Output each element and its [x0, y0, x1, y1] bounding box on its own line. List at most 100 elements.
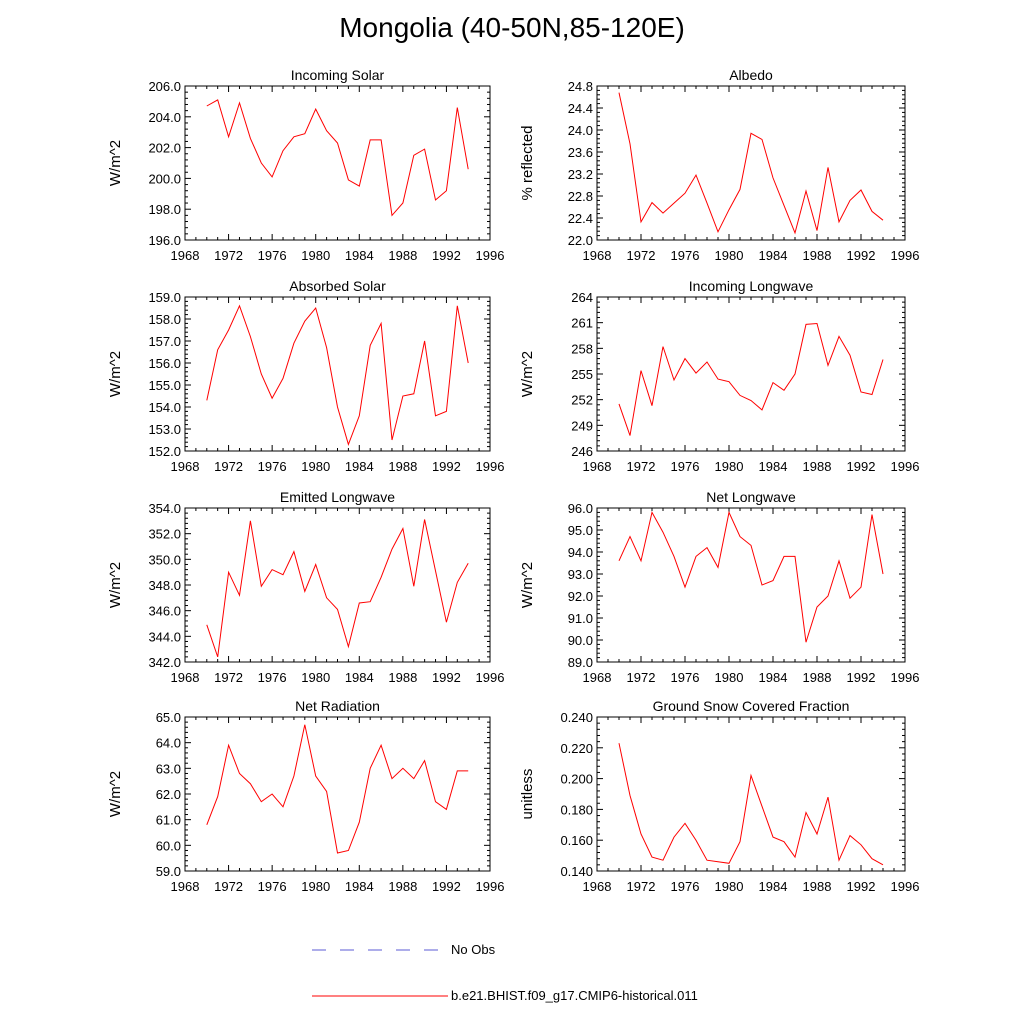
- y-tick-label: 65.0: [156, 710, 181, 725]
- y-tick-label: 22.0: [568, 233, 593, 248]
- x-tick-label: 1996: [476, 879, 505, 894]
- panel-7: Net Radiation W/m^2 1968 1972 1976 1980 1984 19…: [107, 698, 504, 894]
- panel-title: Ground Snow Covered Fraction: [653, 698, 850, 714]
- x-tick-label: 1968: [583, 879, 612, 894]
- y-tick-label: 92.0: [568, 589, 593, 604]
- y-tick-label: 249: [571, 418, 593, 433]
- x-tick-label: 1972: [627, 459, 656, 474]
- legend-obs: No Obs: [0, 940, 1024, 960]
- y-tick-label: 159.0: [148, 290, 181, 305]
- x-tick-label: 1996: [891, 670, 920, 685]
- x-tick-label: 1968: [171, 879, 200, 894]
- x-tick-label: 1968: [583, 248, 612, 263]
- y-tick-label: 90.0: [568, 633, 593, 648]
- y-tick-label: 22.8: [568, 189, 593, 204]
- panel-title: Net Longwave: [706, 489, 796, 505]
- x-tick-label: 1988: [388, 248, 417, 263]
- y-tick-label: 96.0: [568, 501, 593, 516]
- legend-obs-swatch: [312, 949, 448, 951]
- y-tick-label: 63.0: [156, 761, 181, 776]
- legend-model: b.e21.BHIST.f09_g17.CMIP6-historical.011: [0, 986, 1024, 1006]
- x-tick-label: 1980: [715, 459, 744, 474]
- legend-model-label: b.e21.BHIST.f09_g17.CMIP6-historical.011: [451, 988, 698, 1003]
- y-tick-label: 0.180: [560, 802, 593, 817]
- y-tick-label: 344.0: [148, 629, 181, 644]
- y-tick-label: 354.0: [148, 501, 181, 516]
- y-tick-label: 154.0: [148, 400, 181, 415]
- panel-title: Incoming Solar: [291, 67, 385, 83]
- plot-frame: [596, 716, 906, 872]
- figure-title: Mongolia (40-50N,85-120E): [339, 12, 685, 43]
- x-tick-label: 1972: [214, 879, 243, 894]
- x-tick-label: 1992: [847, 670, 876, 685]
- y-tick-label: 264: [571, 290, 593, 305]
- y-tick-label: 22.4: [568, 211, 593, 226]
- panel-title: Absorbed Solar: [289, 278, 386, 294]
- panel-title: Albedo: [729, 67, 773, 83]
- y-tick-label: 342.0: [148, 655, 181, 670]
- x-tick-label: 1976: [258, 248, 287, 263]
- y-axis-label: W/m^2: [519, 562, 536, 608]
- x-tick-label: 1980: [301, 879, 330, 894]
- y-tick-label: 95.0: [568, 523, 593, 538]
- x-tick-label: 1976: [258, 670, 287, 685]
- series-line: [618, 743, 884, 866]
- y-axis-label: W/m^2: [107, 351, 124, 397]
- panel-title: Emitted Longwave: [280, 489, 395, 505]
- y-tick-label: 91.0: [568, 611, 593, 626]
- y-tick-label: 352.0: [148, 527, 181, 542]
- x-tick-label: 1968: [171, 670, 200, 685]
- x-tick-label: 1972: [627, 879, 656, 894]
- x-tick-label: 1988: [803, 248, 832, 263]
- y-tick-label: 252: [571, 393, 593, 408]
- y-tick-label: 157.0: [148, 334, 181, 349]
- series-line: [618, 510, 884, 643]
- series-line: [206, 724, 469, 854]
- plot-frame: [184, 716, 491, 872]
- x-tick-label: 1968: [171, 459, 200, 474]
- x-tick-label: 1976: [671, 248, 700, 263]
- plot-frame: [184, 507, 491, 663]
- y-tick-label: 23.6: [568, 145, 593, 160]
- y-tick-label: 0.140: [560, 864, 593, 879]
- y-tick-label: 61.0: [156, 813, 181, 828]
- x-tick-label: 1972: [627, 248, 656, 263]
- y-tick-label: 204.0: [148, 110, 181, 125]
- x-tick-label: 1992: [847, 248, 876, 263]
- panel-1: Incoming Solar W/m^2 1968 1972 1976 1980 1984 1…: [107, 67, 504, 263]
- y-axis-label: W/m^2: [107, 140, 124, 186]
- series-line: [618, 322, 884, 436]
- x-tick-label: 1988: [388, 459, 417, 474]
- x-tick-label: 1980: [715, 879, 744, 894]
- y-tick-label: 261: [571, 316, 593, 331]
- y-tick-label: 0.200: [560, 772, 593, 787]
- y-tick-label: 93.0: [568, 567, 593, 582]
- y-tick-label: 59.0: [156, 864, 181, 879]
- x-tick-label: 1976: [258, 459, 287, 474]
- plot-frame: [596, 507, 906, 663]
- y-tick-label: 0.220: [560, 741, 593, 756]
- y-axis-label: W/m^2: [519, 351, 536, 397]
- y-tick-label: 346.0: [148, 604, 181, 619]
- y-tick-label: 0.240: [560, 710, 593, 725]
- x-tick-label: 1992: [847, 459, 876, 474]
- panel-4: Incoming Longwave W/m^2 1968 1972 1976 1980 19…: [519, 278, 919, 474]
- y-axis-label: % reflected: [519, 125, 536, 200]
- x-tick-label: 1976: [671, 879, 700, 894]
- y-tick-label: 89.0: [568, 655, 593, 670]
- legend-model-swatch: [312, 995, 448, 997]
- plot-frame: [596, 85, 906, 241]
- x-tick-label: 1988: [803, 670, 832, 685]
- x-tick-label: 1984: [345, 670, 374, 685]
- y-tick-label: 258: [571, 341, 593, 356]
- y-tick-label: 198.0: [148, 202, 181, 217]
- x-tick-label: 1984: [345, 879, 374, 894]
- x-tick-label: 1992: [432, 248, 461, 263]
- y-axis-label: W/m^2: [107, 771, 124, 817]
- panel-2: Albedo % reflected 1968 1972 1976 1980 1984 198…: [519, 67, 919, 263]
- panel-3: Absorbed Solar W/m^2 1968 1972 1976 1980 1984 1…: [107, 278, 504, 474]
- y-tick-label: 206.0: [148, 79, 181, 94]
- y-tick-label: 348.0: [148, 578, 181, 593]
- x-tick-label: 1980: [715, 670, 744, 685]
